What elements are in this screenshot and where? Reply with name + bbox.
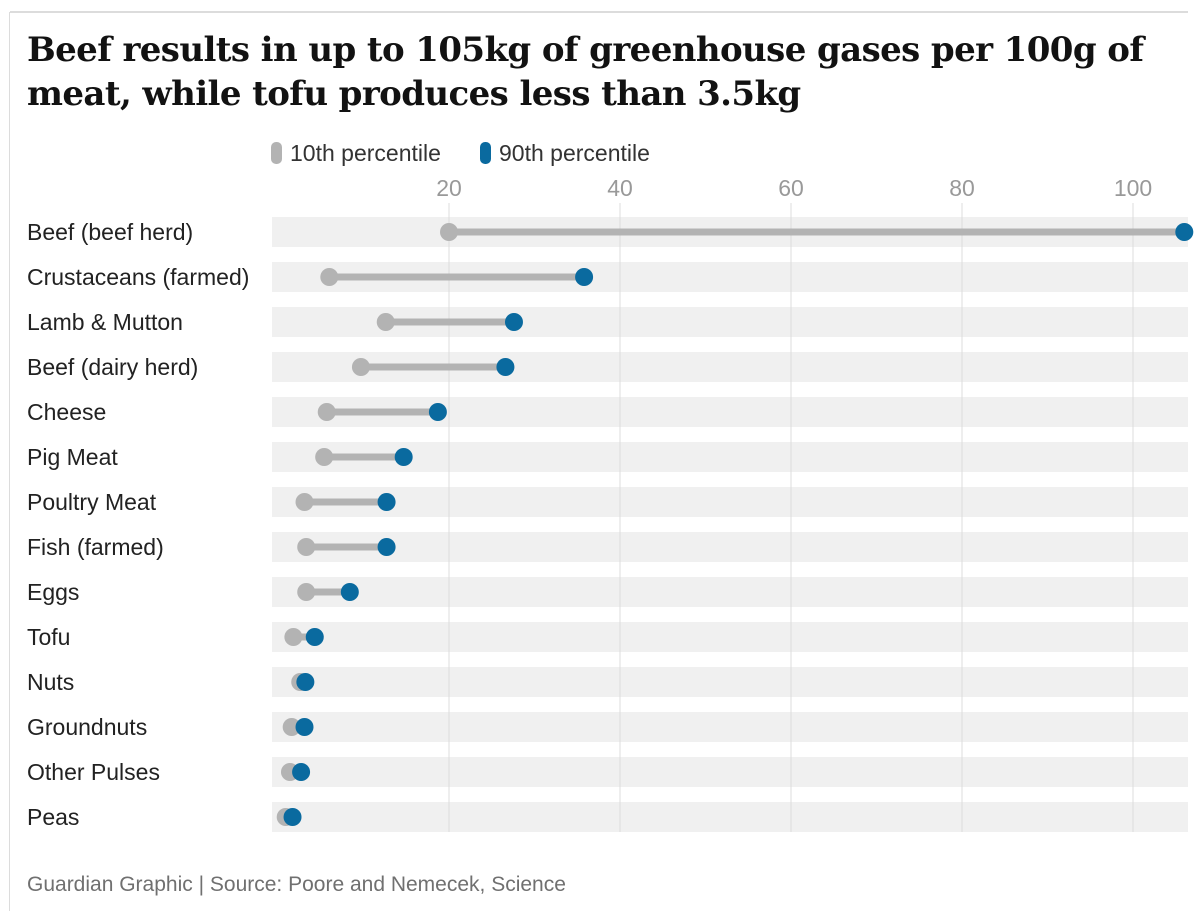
category-label: Beef (beef herd) bbox=[27, 219, 193, 245]
point-90th-percentile bbox=[295, 718, 314, 736]
point-90th-percentile bbox=[428, 403, 447, 421]
x-tick-label: 60 bbox=[778, 175, 804, 201]
category-label: Cheese bbox=[27, 399, 106, 425]
row-band bbox=[272, 757, 1188, 787]
category-label: Peas bbox=[27, 804, 79, 830]
x-tick-label: 40 bbox=[607, 175, 633, 201]
category-label: Lamb & Mutton bbox=[27, 309, 183, 335]
row-band bbox=[272, 487, 1188, 517]
x-tick-label: 100 bbox=[1114, 175, 1152, 201]
category-label: Pig Meat bbox=[27, 444, 118, 470]
point-10th-percentile bbox=[297, 583, 316, 601]
point-90th-percentile bbox=[504, 313, 523, 331]
chart-title: Beef results in up to 105kg of greenhous… bbox=[27, 30, 1144, 114]
row-band bbox=[272, 532, 1188, 562]
category-label: Beef (dairy herd) bbox=[27, 354, 198, 380]
category-label: Nuts bbox=[27, 669, 74, 695]
category-label: Other Pulses bbox=[27, 759, 160, 785]
category-label: Fish (farmed) bbox=[27, 534, 164, 560]
point-90th-percentile bbox=[283, 808, 302, 826]
point-10th-percentile bbox=[315, 448, 334, 466]
point-10th-percentile bbox=[320, 268, 339, 286]
point-90th-percentile bbox=[292, 763, 311, 781]
left-rule bbox=[9, 12, 10, 911]
category-label: Poultry Meat bbox=[27, 489, 157, 515]
x-tick-label: 20 bbox=[436, 175, 462, 201]
category-label: Eggs bbox=[27, 579, 79, 605]
point-10th-percentile bbox=[376, 313, 395, 331]
point-90th-percentile bbox=[377, 493, 396, 511]
point-90th-percentile bbox=[496, 358, 515, 376]
category-label: Crustaceans (farmed) bbox=[27, 264, 249, 290]
point-10th-percentile bbox=[282, 718, 301, 736]
legend-label-90th: 90th percentile bbox=[499, 140, 650, 166]
row-band bbox=[272, 667, 1188, 697]
row-band bbox=[272, 712, 1188, 742]
point-10th-percentile bbox=[317, 403, 336, 421]
point-90th-percentile bbox=[394, 448, 413, 466]
point-10th-percentile bbox=[295, 493, 314, 511]
row-band bbox=[272, 577, 1188, 607]
point-10th-percentile bbox=[297, 538, 316, 556]
row-band bbox=[272, 802, 1188, 832]
x-tick-label: 80 bbox=[949, 175, 975, 201]
legend-label-10th: 10th percentile bbox=[290, 140, 441, 166]
legend-swatch-90th bbox=[480, 142, 491, 164]
point-90th-percentile bbox=[1175, 223, 1194, 241]
point-90th-percentile bbox=[340, 583, 359, 601]
row-band bbox=[272, 622, 1188, 652]
point-10th-percentile bbox=[284, 628, 303, 646]
row-band bbox=[272, 442, 1188, 472]
point-90th-percentile bbox=[575, 268, 594, 286]
point-90th-percentile bbox=[305, 628, 324, 646]
category-label: Groundnuts bbox=[27, 714, 147, 740]
legend-swatch-10th bbox=[271, 142, 282, 164]
point-90th-percentile bbox=[296, 673, 315, 691]
category-label: Tofu bbox=[27, 624, 70, 650]
source-credit: Guardian Graphic | Source: Poore and Nem… bbox=[27, 873, 566, 896]
point-10th-percentile bbox=[351, 358, 370, 376]
point-10th-percentile bbox=[440, 223, 458, 241]
top-rule bbox=[10, 11, 1188, 13]
point-90th-percentile bbox=[377, 538, 396, 556]
